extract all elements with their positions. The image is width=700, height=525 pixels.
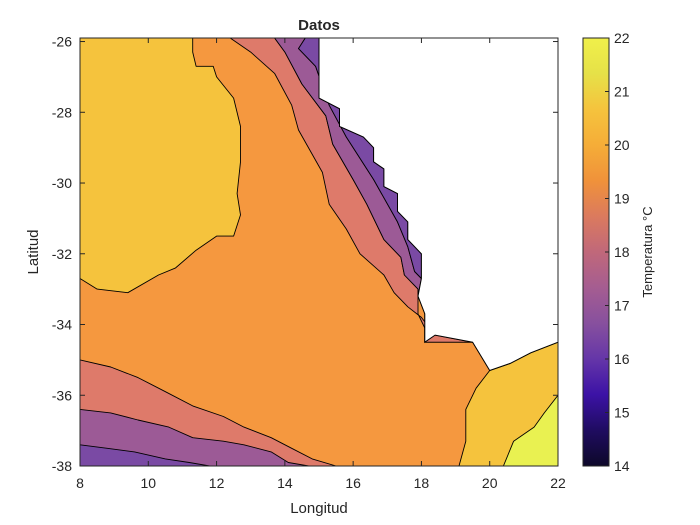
- contour-region-6: [502, 394, 558, 466]
- x-tick-label: 12: [209, 475, 225, 491]
- colorbar-tick-label: 22: [614, 30, 630, 46]
- colorbar: 14 15 16 17 18 19 20 21 22 Temperatura °C: [582, 30, 655, 474]
- no-data-mask: [318, 38, 558, 372]
- x-tick-label: 8: [76, 475, 84, 491]
- colorbar-tick-label: 21: [614, 84, 630, 100]
- x-axis-label: Longitud: [290, 500, 348, 517]
- colorbar-tick-label: 20: [614, 137, 630, 153]
- contour-region-4: [80, 38, 241, 294]
- y-tick-label: -30: [52, 175, 72, 191]
- y-axis: -38 -36 -34 -32 -30 -28 -26: [52, 34, 558, 474]
- colorbar-tick-label: 17: [614, 298, 630, 314]
- y-tick-label: -36: [52, 387, 72, 403]
- x-tick-label: 16: [345, 475, 361, 491]
- contour-region-9: [80, 444, 211, 466]
- chart-title: Datos: [298, 17, 340, 34]
- x-axis: 8 10 12 14 16 18 20 22: [76, 38, 566, 491]
- plot-frame: [79, 37, 559, 467]
- y-tick-label: -38: [52, 458, 72, 474]
- y-axis-label: Latitud: [25, 229, 42, 274]
- plot-area: [80, 38, 558, 466]
- colorbar-tick-label: 15: [614, 405, 630, 421]
- x-tick-label: 10: [140, 475, 156, 491]
- colorbar-ticks: 14 15 16 17 18 19 20 21 22: [605, 30, 630, 474]
- colorbar-label: Temperatura °C: [640, 206, 655, 297]
- x-tick-label: 22: [550, 475, 566, 491]
- y-tick-label: -32: [52, 246, 72, 262]
- colorbar-gradient: [582, 37, 610, 467]
- y-tick-label: -34: [52, 317, 72, 333]
- colorbar-tick-label: 14: [614, 458, 630, 474]
- contour-regions: [80, 38, 558, 466]
- y-tick-label: -28: [52, 104, 72, 120]
- x-tick-label: 20: [482, 475, 498, 491]
- y-tick-label: -26: [52, 34, 72, 50]
- x-tick-label: 14: [277, 475, 293, 491]
- colorbar-tick-label: 16: [614, 351, 630, 367]
- colorbar-tick-label: 19: [614, 191, 630, 207]
- contour-region-8: [80, 408, 310, 466]
- x-tick-label: 18: [414, 475, 430, 491]
- colorbar-tick-label: 18: [614, 244, 630, 260]
